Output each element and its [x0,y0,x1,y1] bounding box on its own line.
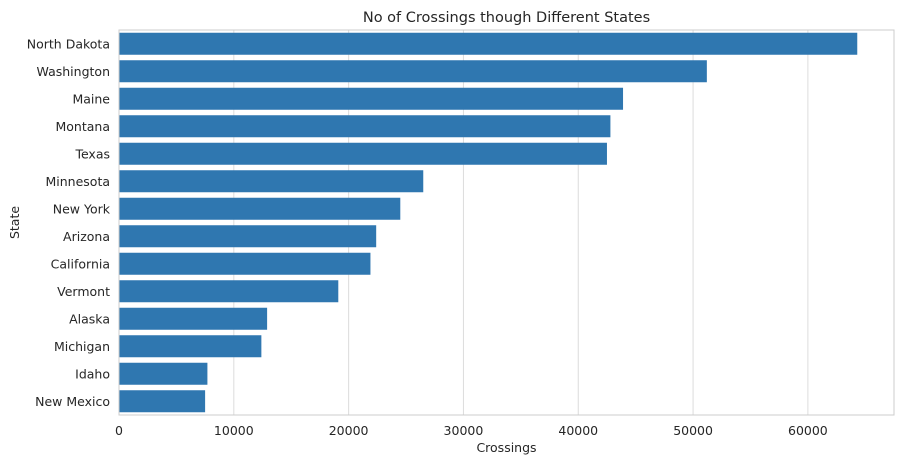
bar [119,225,377,248]
bar [119,170,424,193]
x-axis-title: Crossings [476,440,536,455]
x-tick-label: 0 [115,423,123,438]
bars [119,32,858,413]
x-tick-label: 60000 [788,423,828,438]
y-tick-label: North Dakota [27,36,110,51]
y-tick-labels: North Dakota Washington Maine Montana Texas M… [27,36,111,409]
y-tick-label: Washington [37,64,110,79]
y-tick-label: Arizona [63,229,110,244]
y-tick-label: California [51,256,110,271]
y-tick-label: Alaska [69,311,110,326]
y-tick-label: Maine [72,91,110,106]
bar [119,390,206,413]
bar [119,307,268,330]
y-axis-title: State [7,206,22,239]
y-tick-label: Idaho [75,366,110,381]
bar [119,362,208,385]
bar [119,335,262,358]
x-tick-labels: 0 10000 20000 30000 40000 50000 60000 [115,423,828,438]
y-tick-label: Montana [56,119,111,134]
x-tick-label: 10000 [214,423,254,438]
plot-frame [118,29,895,416]
y-tick-label: Vermont [57,284,110,299]
chart-title: No of Crossings though Different States [363,10,650,26]
bar [119,87,624,110]
y-tick-label: Michigan [54,339,110,354]
y-tick-label: New York [53,201,111,216]
x-tick-label: 30000 [444,423,484,438]
y-tick-label: New Mexico [35,394,110,409]
bar [119,142,607,165]
bar [119,252,371,275]
bar [119,32,858,55]
bar [119,115,611,138]
y-tick-label: Texas [74,146,110,161]
bar [119,280,339,303]
x-tick-label: 50000 [673,423,713,438]
bar [119,60,707,83]
bar [119,197,401,220]
y-tick-label: Minnesota [45,174,110,189]
x-tick-label: 20000 [329,423,369,438]
x-tick-label: 40000 [558,423,598,438]
